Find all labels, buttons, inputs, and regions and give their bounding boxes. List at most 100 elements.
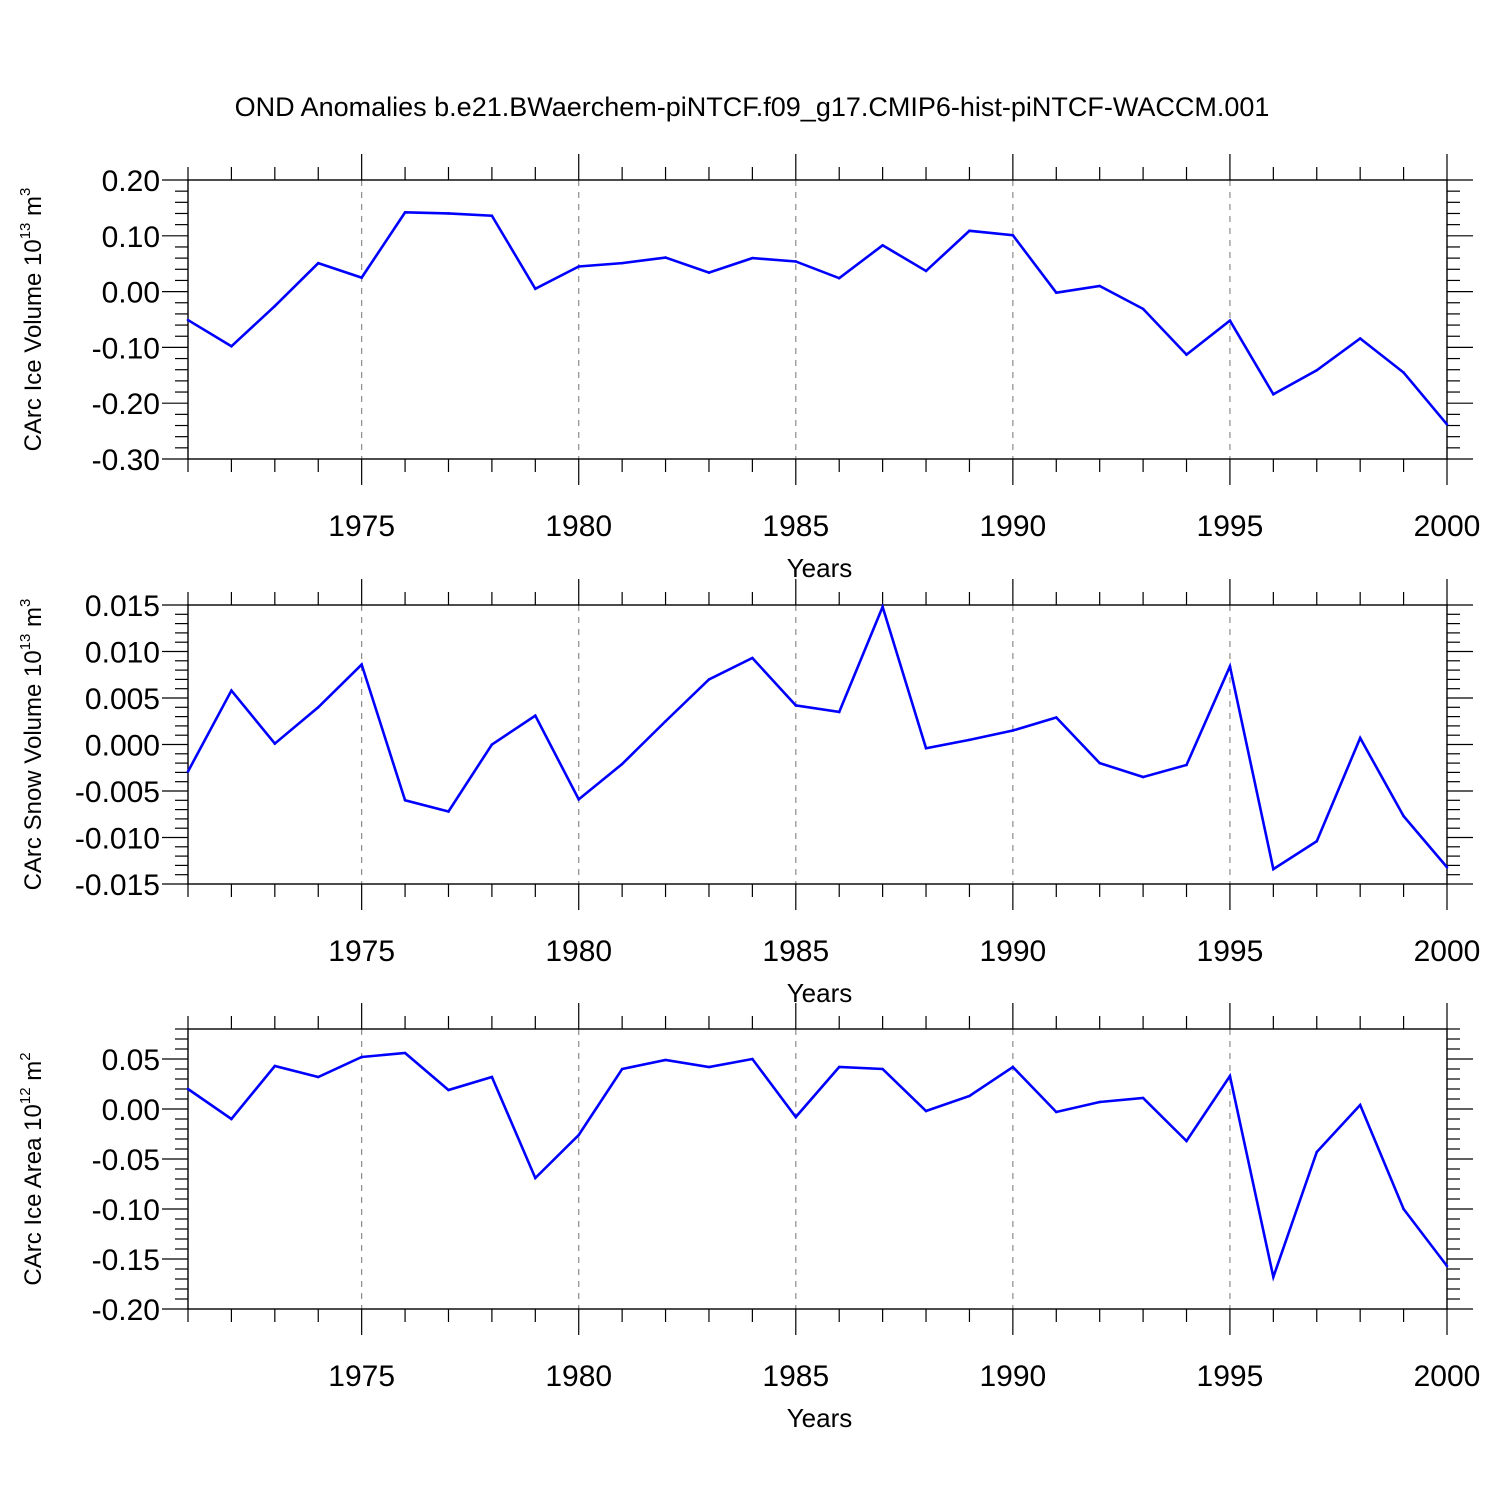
data-point	[1011, 729, 1015, 732]
data-point	[1228, 665, 1232, 668]
y-tick-label: 0.20	[102, 165, 160, 198]
data-point	[316, 706, 320, 709]
y-axis-label-part: CArc Snow Volume 10	[20, 650, 47, 890]
data-point	[490, 1075, 494, 1079]
x-tick-label: 1975	[328, 510, 395, 543]
data-point	[1445, 423, 1449, 426]
data-point	[1445, 865, 1449, 869]
data-point	[403, 799, 407, 802]
data-point	[1185, 763, 1188, 767]
y-tick-label: 0.00	[102, 277, 160, 310]
data-point	[968, 1094, 971, 1098]
y-axis-label-superscript: 3	[17, 599, 34, 607]
data-point	[1098, 284, 1101, 288]
y-tick-label: 0.10	[102, 221, 160, 254]
data-point	[924, 269, 928, 273]
data-point	[1402, 814, 1405, 818]
data-point	[707, 678, 711, 681]
data-point	[534, 287, 537, 291]
data-point	[1054, 716, 1058, 719]
data-point	[751, 656, 754, 660]
data-point	[403, 211, 407, 214]
x-tick-label: 2000	[1414, 1360, 1481, 1393]
y-axis-label-part: CArc Ice Area 10	[20, 1104, 47, 1285]
y-tick-label: 0.015	[85, 590, 160, 623]
data-point	[620, 261, 624, 265]
y-axis-label-superscript: 12	[17, 1087, 34, 1104]
x-tick-label: 2000	[1414, 935, 1481, 968]
y-tick-label: -0.15	[92, 1244, 160, 1277]
data-point	[794, 260, 798, 263]
data-point	[1272, 867, 1275, 871]
x-tick-label: 1985	[762, 935, 829, 968]
y-tick-label: -0.015	[75, 869, 160, 902]
x-tick-label: 1985	[762, 510, 829, 543]
y-axis-label-superscript: 13	[17, 634, 34, 651]
panels: -0.30 -0.20 -0.10 0.00 0.10 0.20 1975 1980 1985 1…	[17, 154, 1480, 1433]
data-point	[230, 1117, 233, 1121]
plot-frame	[187, 1028, 1448, 1310]
y-axis-label: CArc Ice Area 1012 m2	[17, 1052, 47, 1285]
figure-title: OND Anomalies b.e21.BWaerchem-piNTCF.f09…	[235, 92, 1270, 122]
data-point	[707, 271, 711, 274]
panel-2: -0.015 -0.010 -0.005 0.000 0.005 0.010 0.015 19…	[17, 579, 1480, 1008]
data-point	[924, 746, 928, 750]
y-tick-label: -0.20	[92, 388, 160, 421]
panel-3: -0.20 -0.15 -0.10 -0.05 0.00 0.05 1975 1980 1985…	[17, 1003, 1480, 1433]
data-point	[447, 212, 450, 215]
data-point	[1185, 1139, 1188, 1143]
data-point	[230, 689, 233, 692]
data-point	[924, 1109, 928, 1113]
data-point	[664, 1058, 667, 1062]
data-point	[837, 276, 841, 280]
data-point	[186, 770, 190, 773]
data-point	[577, 1133, 581, 1137]
data-point	[1011, 233, 1015, 237]
x-tick-label: 1980	[545, 1360, 612, 1393]
x-tick-label: 1995	[1197, 935, 1264, 968]
data-point	[794, 704, 798, 707]
data-point	[881, 605, 884, 609]
data-point	[881, 1067, 884, 1071]
y-axis-label-part: CArc Ice Volume 10	[20, 239, 47, 451]
data-point	[1445, 1264, 1449, 1268]
data-point	[968, 229, 971, 233]
y-tick-label: 0.010	[85, 637, 160, 670]
data-point	[577, 265, 581, 268]
data-point	[316, 261, 320, 265]
data-point	[1358, 337, 1362, 340]
data-point	[186, 1087, 190, 1091]
y-axis-label-part: m	[20, 196, 47, 223]
y-tick-label: -0.005	[75, 776, 160, 809]
data-point	[1098, 1100, 1101, 1104]
x-tick-label: 1995	[1197, 1360, 1264, 1393]
data-point	[1228, 319, 1232, 322]
data-point	[1054, 291, 1058, 295]
data-point	[664, 719, 667, 723]
data-point	[1272, 392, 1275, 396]
data-point	[1358, 1103, 1362, 1107]
data-point	[230, 344, 233, 348]
data-point	[707, 1065, 711, 1069]
plot-frame	[187, 604, 1448, 885]
data-point	[490, 214, 494, 218]
data-point	[751, 256, 754, 260]
data-point	[577, 798, 581, 801]
x-tick-label: 1990	[979, 935, 1046, 968]
data-point	[1141, 1096, 1145, 1100]
data-point	[1228, 1074, 1232, 1078]
series-line	[186, 603, 1448, 872]
data-point	[1358, 736, 1362, 740]
data-point	[1098, 761, 1101, 765]
y-axis-label-superscript: 3	[17, 188, 34, 196]
y-tick-label: -0.20	[92, 1294, 160, 1327]
data-point	[273, 742, 277, 745]
x-tick-label: 1975	[328, 935, 395, 968]
x-tick-label: 1985	[762, 1360, 829, 1393]
y-axis-label-part: m	[20, 1061, 47, 1088]
x-axis-label: Years	[787, 553, 853, 583]
data-point	[360, 1055, 363, 1059]
data-point	[1011, 1065, 1015, 1069]
